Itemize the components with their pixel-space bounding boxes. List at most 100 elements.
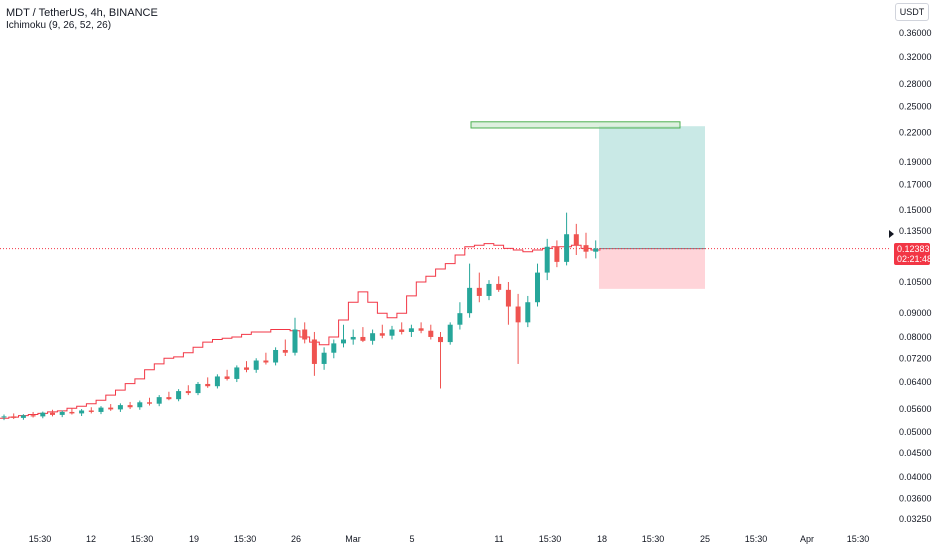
candle[interactable] [515,293,521,364]
candle-body [69,411,75,414]
time-tick-label: 15:30 [131,534,154,544]
candle[interactable] [447,322,453,345]
candle[interactable] [127,401,133,410]
candle[interactable] [30,411,36,418]
candle-body [214,376,220,387]
price-tick-label: 0.07200 [899,353,932,363]
candle-body [331,343,337,353]
candle[interactable] [389,325,395,340]
candle[interactable] [379,324,385,339]
candle[interactable] [79,409,85,417]
candle[interactable] [69,408,75,415]
candle[interactable] [98,406,104,415]
time-tick-label: 26 [291,534,301,544]
candle[interactable] [350,329,356,345]
candle[interactable] [428,324,434,340]
currency-button[interactable]: USDT [895,3,929,21]
candle[interactable] [554,240,560,268]
candle[interactable] [88,407,94,414]
loss-zone[interactable] [599,248,705,289]
candle[interactable] [253,358,259,373]
price-tick-label: 0.04000 [899,472,932,482]
candle[interactable] [321,347,327,370]
candle[interactable] [234,365,240,383]
price-tick-label: 0.05600 [899,404,932,414]
price-tick-label: 0.19000 [899,157,932,167]
candle[interactable] [185,385,191,396]
price-tick-label: 0.06400 [899,377,932,387]
candle[interactable] [496,276,502,292]
candle[interactable] [166,391,172,401]
candle[interactable] [20,414,26,420]
candle[interactable] [59,410,65,418]
candle-body [108,407,114,410]
candle[interactable] [399,322,405,335]
candle-body [525,302,531,323]
time-tick-label: 15:30 [642,534,665,544]
candle[interactable] [40,411,46,419]
profit-zone[interactable] [599,126,705,249]
candle[interactable] [438,331,443,389]
candle[interactable] [593,240,599,259]
time-tick-label: Mar [345,534,361,544]
candle[interactable] [1,414,7,421]
candle-body [399,329,405,332]
candle[interactable] [108,404,114,411]
candle[interactable] [214,374,220,389]
candle-body [40,412,46,417]
candle-body [341,339,346,344]
candle-body [244,367,249,370]
candle[interactable] [573,223,579,256]
candle[interactable] [583,232,589,259]
candle[interactable] [156,395,162,407]
candle[interactable] [244,361,249,373]
candle[interactable] [418,322,424,334]
time-tick-label: 25 [700,534,710,544]
candle[interactable] [311,331,317,376]
candle-body [127,405,133,408]
time-tick-label: 5 [409,534,414,544]
ichimoku-series [0,243,601,419]
candle-body [185,391,191,394]
candle-body [166,397,172,400]
candle[interactable] [370,329,376,345]
candle[interactable] [137,400,143,410]
candle[interactable] [467,263,473,318]
candle[interactable] [224,369,230,381]
candle[interactable] [486,280,492,301]
candle[interactable] [263,352,269,365]
target-box[interactable] [470,121,681,129]
candle[interactable] [457,302,463,330]
candle[interactable] [205,377,211,388]
scroll-arrow-icon[interactable] [889,230,894,238]
candle[interactable] [292,317,298,356]
candle[interactable] [50,409,55,417]
candle[interactable] [117,403,123,412]
candle[interactable] [341,324,346,348]
candle[interactable] [147,397,152,406]
candle[interactable] [564,212,570,266]
price-tick-label: 0.13500 [899,226,932,236]
price-tick-label: 0.22000 [899,128,932,138]
price-tick-label: 0.28000 [899,79,932,89]
candle[interactable] [505,282,511,325]
candle[interactable] [360,327,366,343]
indicator-legend[interactable]: Ichimoku (9, 26, 52, 26) [6,20,112,31]
candle[interactable] [195,382,201,396]
candle[interactable] [302,322,308,344]
price-tick-label: 0.10500 [899,277,932,287]
candle[interactable] [273,347,279,366]
candle-body [564,234,570,262]
candle[interactable] [544,238,550,281]
candle[interactable] [408,324,414,337]
candle[interactable] [282,339,288,357]
candle[interactable] [331,339,337,359]
candle[interactable] [476,272,482,303]
candle[interactable] [535,263,540,307]
candle[interactable] [11,413,17,420]
candle-body [457,313,463,325]
candle[interactable] [525,295,531,328]
candle[interactable] [176,389,182,402]
candle-body [389,329,395,336]
